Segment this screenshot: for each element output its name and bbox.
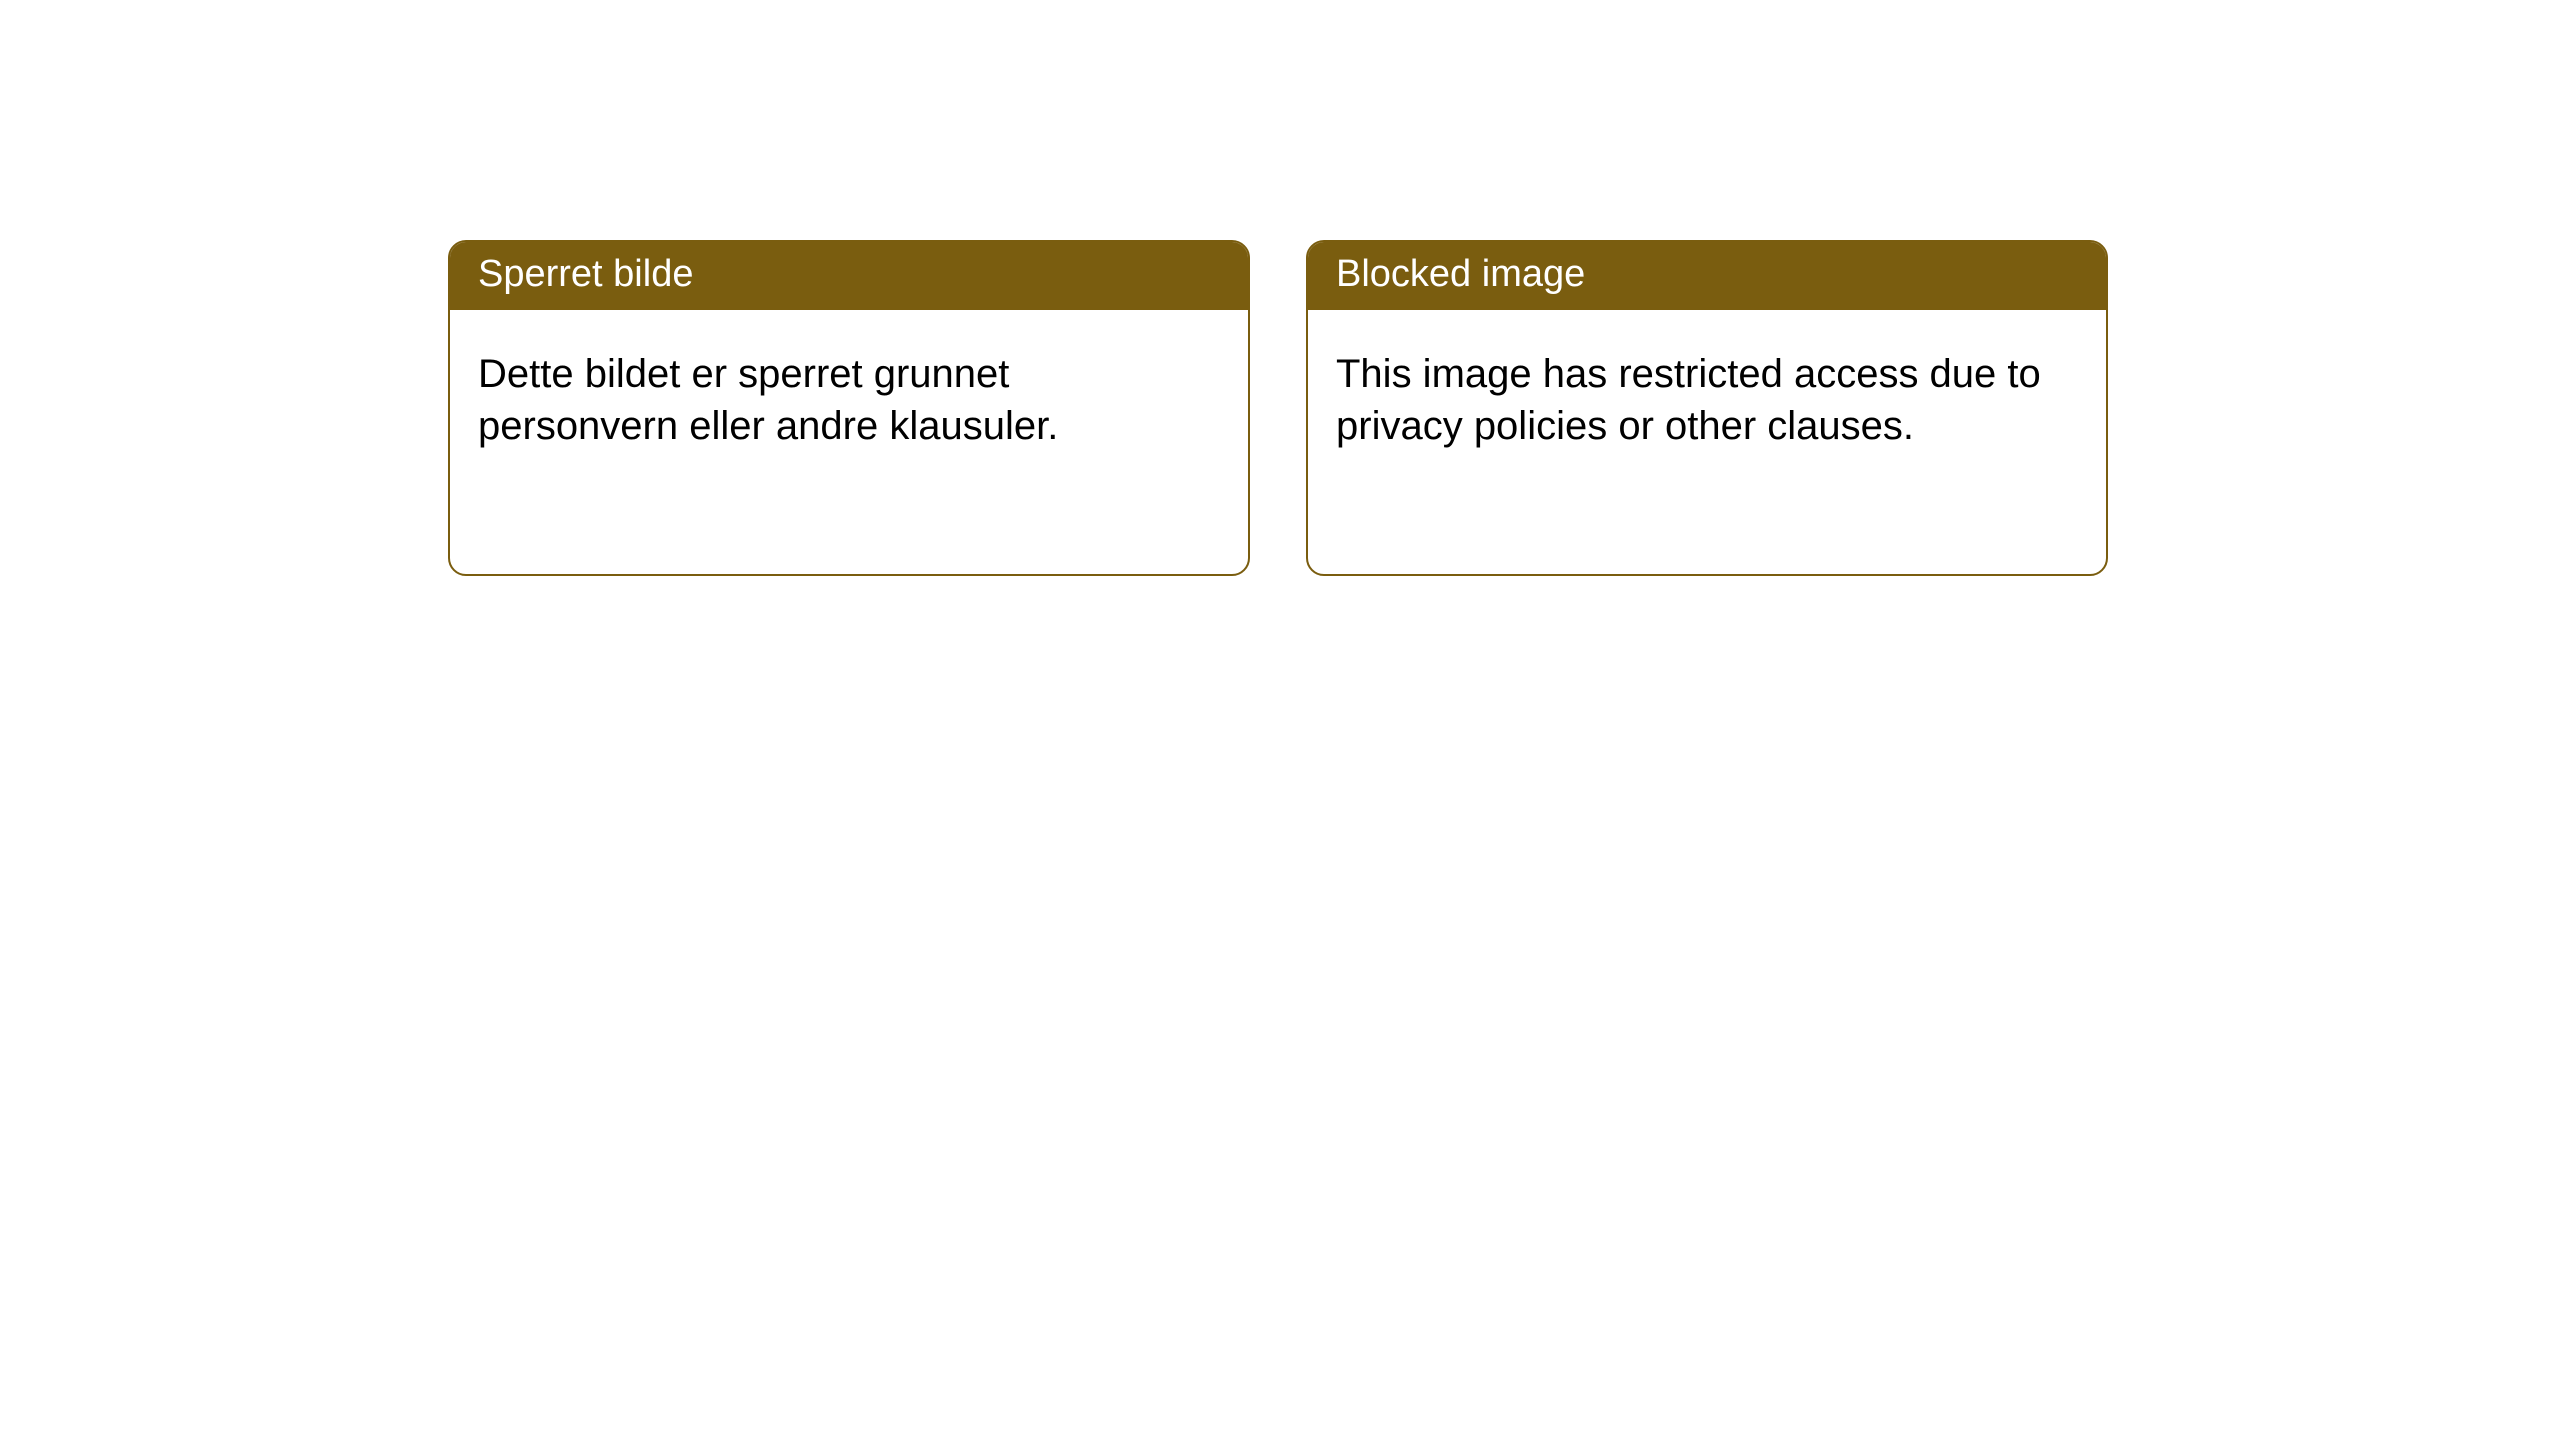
notice-card-norwegian: Sperret bilde Dette bildet er sperret gr… (448, 240, 1250, 576)
notice-card-english: Blocked image This image has restricted … (1306, 240, 2108, 576)
notice-header: Blocked image (1308, 242, 2106, 310)
notice-header: Sperret bilde (450, 242, 1248, 310)
notice-container: Sperret bilde Dette bildet er sperret gr… (0, 0, 2560, 576)
notice-body: This image has restricted access due to … (1308, 310, 2106, 480)
notice-body: Dette bildet er sperret grunnet personve… (450, 310, 1248, 480)
